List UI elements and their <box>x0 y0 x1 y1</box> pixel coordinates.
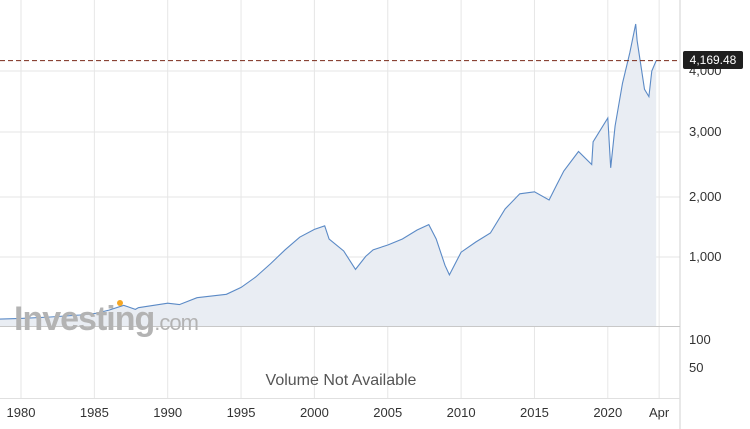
y-tick-label: 1,000 <box>689 249 722 264</box>
series-area <box>0 24 657 326</box>
volume-axis-label-50: 50 <box>689 360 703 375</box>
y-tick-label: 2,000 <box>689 189 722 204</box>
x-tick-label: Apr <box>649 405 670 420</box>
series-line <box>0 23 657 320</box>
x-tick-label: 1990 <box>153 405 182 420</box>
x-tick-label: 1995 <box>227 405 256 420</box>
volume-axis-label-100: 100 <box>689 332 711 347</box>
x-tick-label: 2000 <box>300 405 329 420</box>
watermark-dot <box>117 300 123 306</box>
x-tick-label: 2010 <box>447 405 476 420</box>
x-tick-label: 1980 <box>7 405 36 420</box>
x-tick-label: 2005 <box>373 405 402 420</box>
last-price-label: 4,169.48 <box>690 53 737 67</box>
x-tick-label: 2015 <box>520 405 549 420</box>
x-tick-label: 1985 <box>80 405 109 420</box>
x-axis-ticks: 1980 1985 1990 1995 2000 2005 2010 2015 2020 Apr <box>7 405 670 420</box>
y-tick-label: 3,000 <box>689 124 722 139</box>
last-price-tag: 4,169.48 <box>683 51 743 69</box>
volume-not-available-message: Volume Not Available <box>266 372 417 389</box>
x-tick-label: 2020 <box>593 405 622 420</box>
